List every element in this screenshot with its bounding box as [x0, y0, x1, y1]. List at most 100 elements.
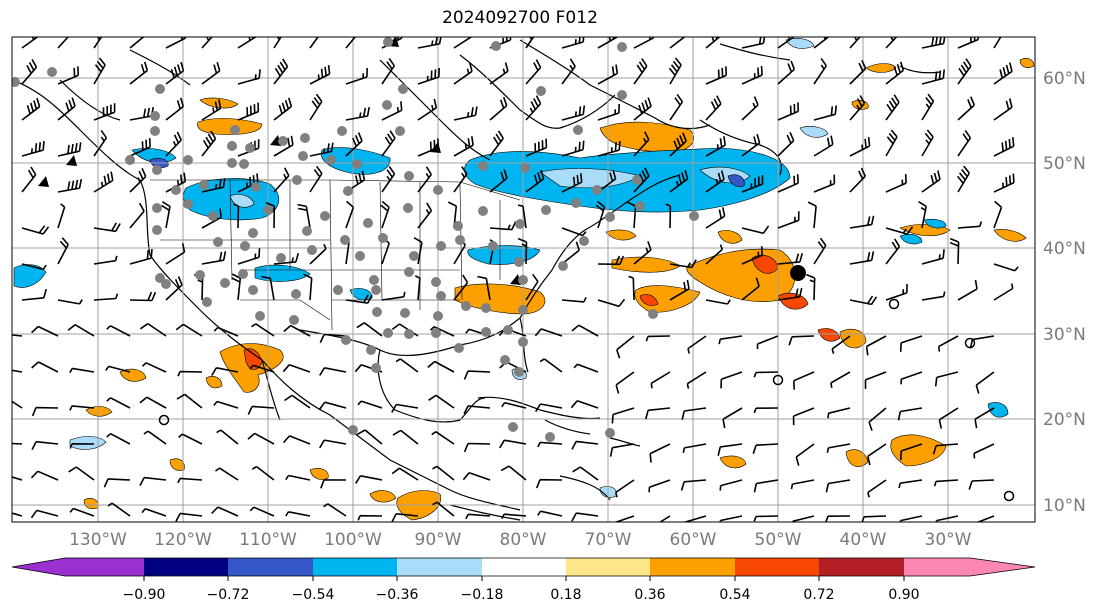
map-title: 2024092700 F012 — [442, 8, 598, 28]
wind-barb — [885, 94, 900, 121]
wind-barb — [517, 204, 527, 229]
wind-barb — [463, 370, 491, 380]
wind-barb — [428, 394, 455, 409]
wind-barb — [129, 167, 147, 193]
wind-barb — [813, 105, 837, 121]
wind-barb — [237, 102, 260, 121]
wind-barb — [106, 325, 131, 337]
colorbar-segment — [904, 558, 970, 576]
wind-barb — [795, 443, 815, 466]
wind-barb — [633, 167, 650, 193]
wind-barb — [561, 297, 587, 303]
colorbar-label: 0.54 — [719, 587, 750, 603]
wind-barb — [237, 37, 258, 49]
colorbar: −0.90 −0.72 −0.54 −0.36 −0.18 0.18 0.36 … — [11, 557, 1036, 603]
wind-barb — [213, 326, 239, 337]
wind-barb — [489, 96, 508, 121]
wind-barb — [129, 106, 154, 121]
wind-barb — [21, 59, 38, 85]
wind-barb — [355, 475, 383, 484]
wind-barb — [414, 275, 421, 301]
wind-barb — [669, 37, 686, 49]
wind-barb — [686, 371, 707, 389]
colorbar-segment — [65, 558, 145, 576]
wind-barb — [465, 513, 491, 520]
wind-barb — [356, 322, 383, 337]
negative-anomaly-field — [13, 38, 1009, 498]
wind-barb — [705, 37, 721, 49]
wind-barb — [249, 364, 275, 373]
wind-barb — [885, 37, 898, 49]
wind-barb — [31, 325, 59, 337]
wind-barb — [867, 479, 887, 498]
wind-barb — [849, 37, 861, 49]
wind-barb — [705, 207, 726, 229]
wind-barb — [427, 360, 455, 373]
wind-barb — [251, 465, 275, 481]
map-frame — [11, 36, 1036, 523]
colorbar-extend-max — [970, 558, 1035, 576]
wind-barb — [705, 170, 725, 193]
wind-barb — [813, 174, 836, 193]
colorbar-labels: −0.90 −0.72 −0.54 −0.36 −0.18 0.18 0.36 … — [123, 587, 920, 603]
wind-barb — [719, 479, 743, 491]
wind-barb — [93, 37, 103, 49]
wind-barb — [615, 371, 635, 394]
wind-barb — [381, 166, 396, 193]
wind-pennant — [66, 155, 77, 166]
wind-barb — [705, 299, 731, 305]
wind-barb — [885, 226, 914, 235]
wind-barb — [791, 515, 815, 522]
wind-barb — [392, 429, 419, 445]
wind-barb — [993, 98, 1013, 121]
wind-barb — [309, 65, 331, 85]
wind-barb — [571, 512, 599, 522]
wind-barb — [561, 173, 583, 193]
lon-label: 60°W — [670, 530, 717, 550]
wind-barb — [309, 93, 323, 121]
wind-barb — [501, 401, 527, 409]
wind-barb — [933, 479, 959, 487]
wind-barb — [648, 479, 671, 493]
wind-barb — [777, 131, 795, 157]
wind-barb — [633, 241, 652, 265]
wind-barb — [807, 201, 817, 229]
wind-barb — [231, 273, 242, 301]
wind-barb — [105, 365, 131, 373]
wind-barb — [176, 393, 203, 409]
wind-barb — [381, 291, 406, 301]
wind-barb — [12, 334, 23, 337]
wind-barb — [165, 37, 187, 49]
wind-barb — [665, 203, 672, 229]
wind-barb — [935, 515, 959, 522]
wind-barb — [957, 130, 972, 157]
colorbar-label: −0.90 — [123, 587, 166, 603]
wind-barb — [175, 323, 203, 337]
wind-barb — [247, 432, 275, 445]
wind-barb — [973, 443, 995, 459]
wind-barb — [12, 476, 23, 481]
wind-barb — [129, 249, 153, 265]
wind-barb — [31, 361, 59, 373]
wind-barb — [211, 367, 239, 376]
wind-pennant — [510, 274, 521, 285]
wind-barb — [165, 61, 185, 85]
wind-barb — [57, 299, 83, 305]
wind-barb — [788, 335, 815, 346]
wind-barb — [921, 93, 935, 121]
wind-barb — [753, 515, 779, 522]
colorbar-segments — [12, 558, 1035, 576]
wind-barb — [597, 64, 619, 85]
wind-barb — [30, 509, 59, 519]
wind-barb — [216, 429, 239, 445]
plot-area — [12, 37, 1035, 522]
wind-barb — [921, 129, 934, 157]
colorbar-label: 0.90 — [888, 587, 919, 603]
wind-barb — [432, 465, 455, 481]
wind-barb — [741, 277, 760, 301]
wind-barb — [525, 169, 545, 193]
wind-barb — [93, 171, 114, 193]
wind-barb — [57, 237, 69, 265]
wind-barb — [993, 263, 1019, 272]
